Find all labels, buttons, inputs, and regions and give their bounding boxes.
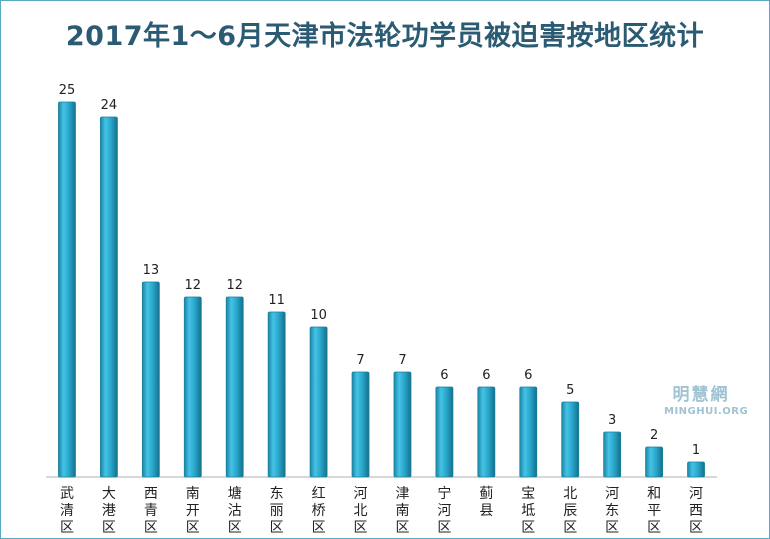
category-label-4: 南开区	[186, 486, 200, 536]
value-labels-group: 25 24 13 12 12 11 10 7 7 6 6 6 5 3 2 1	[59, 83, 700, 458]
category-label-9: 津南区	[395, 486, 409, 536]
bar-11	[477, 386, 496, 478]
bar-10	[435, 386, 454, 478]
bar-6	[267, 311, 286, 478]
value-label-10: 6	[440, 368, 448, 383]
chart-title: 2017年1～6月天津市法轮功学员被迫害按地区统计	[65, 21, 705, 52]
bar-15	[645, 446, 663, 478]
bar-2	[100, 116, 118, 478]
category-label-2: 大港区	[102, 486, 116, 536]
bar-8	[351, 371, 370, 478]
category-label-11: 蓟县	[479, 486, 493, 519]
category-label-3: 西青区	[144, 486, 158, 536]
bar-4	[183, 296, 202, 478]
value-label-3: 13	[143, 263, 160, 278]
bar-14	[603, 431, 622, 478]
watermark-english: MINGHUI.ORG	[664, 406, 749, 417]
value-label-2: 24	[101, 98, 118, 113]
category-label-5: 塘沽区	[228, 486, 242, 536]
bar-9	[393, 371, 412, 478]
bar-1	[58, 101, 76, 478]
category-label-13: 北辰区	[563, 486, 577, 536]
category-label-8: 河北区	[354, 486, 368, 536]
bar-13	[561, 401, 580, 478]
value-label-15: 2	[650, 428, 658, 443]
category-label-7: 红桥区	[312, 486, 326, 536]
value-label-6: 11	[268, 293, 285, 308]
value-label-12: 6	[524, 368, 532, 383]
value-label-7: 10	[310, 308, 327, 323]
category-label-10: 宁河区	[437, 485, 451, 536]
value-label-13: 5	[566, 383, 574, 398]
category-label-16: 河西区	[689, 486, 703, 536]
watermark-chinese: 明慧網	[672, 385, 730, 405]
minghui-watermark: 明慧網 MINGHUI.ORG	[664, 380, 749, 417]
bar-3	[141, 281, 160, 478]
bar-5	[225, 296, 244, 478]
value-label-11: 6	[482, 368, 490, 383]
value-label-16: 1	[692, 443, 700, 458]
bar-12	[519, 386, 538, 478]
value-label-14: 3	[608, 413, 616, 428]
value-label-5: 12	[226, 278, 243, 293]
value-label-1: 25	[59, 83, 76, 98]
category-label-12: 宝坻区	[521, 486, 535, 536]
bars-group	[58, 101, 705, 478]
value-label-8: 7	[356, 353, 364, 368]
category-label-14: 河东区	[605, 486, 619, 536]
category-labels-group: 武清区 大港区 西青区 南开区 塘沽区 东丽区 红桥区 河北区 津南区 宁河区 蓟县 宝坻区 北辰区 河东…	[60, 485, 703, 536]
bar-16	[687, 461, 705, 478]
category-label-6: 东丽区	[270, 486, 284, 536]
category-label-1: 武清区	[60, 486, 74, 536]
bar-7	[309, 326, 328, 478]
category-label-15: 和平区	[647, 486, 661, 536]
value-label-4: 12	[185, 278, 202, 293]
value-label-9: 7	[398, 353, 406, 368]
